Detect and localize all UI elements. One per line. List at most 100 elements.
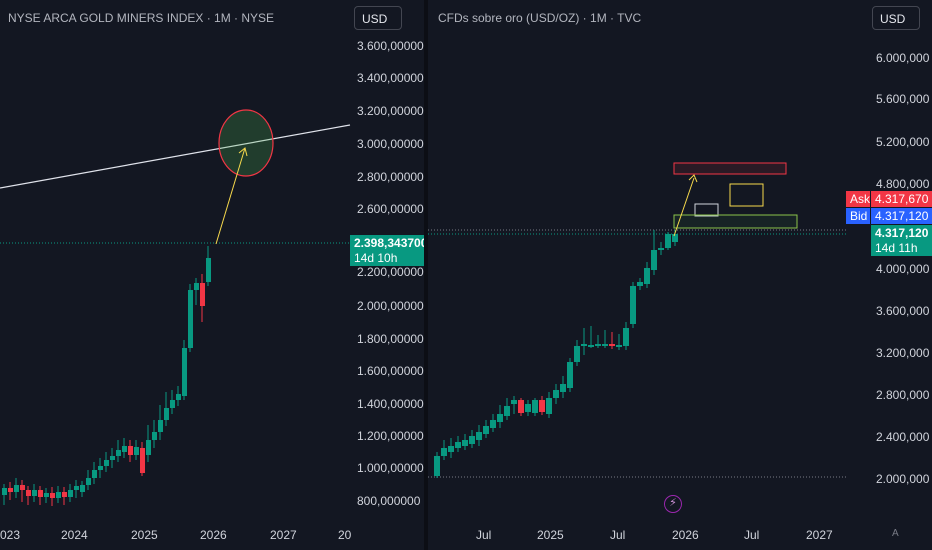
candle-body [483,426,489,434]
projection-arrow [215,147,246,245]
candle-body [560,384,566,392]
candle-body [194,283,199,290]
candle-body [651,250,657,270]
candle-body [110,456,115,460]
left-price-tick: 1.200,000000 [357,429,424,443]
candle-body [490,420,496,428]
candle-body [62,492,67,497]
right-time-tick: 2025 [537,528,564,542]
candle-body [14,485,19,492]
bid-price-tag: 4.317,120 [871,208,932,224]
candle-body [20,485,25,490]
left-chart-pane[interactable]: NYSE ARCA GOLD MINERS INDEX · 1M · NYSE … [0,0,424,550]
left-currency-button[interactable]: USD [354,6,402,30]
ask-label: Ask [846,191,870,207]
target-zone-red [673,162,787,175]
left-price-tick: 2.200,000000 [357,265,424,279]
right-currency-button[interactable]: USD [872,6,920,30]
candle-body [134,447,139,455]
zone-white [694,203,719,217]
candle-body [2,488,7,495]
candle-body [176,394,181,400]
right-price-tick: 2.400,000 [876,430,930,444]
right-price-tick: 2.800,000 [876,388,930,402]
candle-body [581,344,587,346]
left-price-tick: 3.000,000000 [357,137,424,151]
left-price-tick: 3.200,000000 [357,104,424,118]
candle-body [553,390,559,398]
left-chart-canvas[interactable] [0,0,424,550]
candle-body [68,490,73,497]
candle-body [567,362,573,388]
candle-body [616,345,622,347]
candle-body [434,456,440,476]
candle-body [86,478,91,485]
left-time-tick: 2026 [200,528,227,542]
candle-body [26,490,31,496]
right-price-tick: 3.200,000 [876,346,930,360]
candle-body [32,490,37,496]
left-price-tick: 2.000,000000 [357,299,424,313]
candle-body [455,442,461,448]
arrow-head [688,174,698,183]
candle-body [56,492,61,498]
left-last-price-tag: 2.398,343700 [350,235,424,251]
candle-body [644,268,650,284]
candle-body [92,470,97,478]
candle-body [532,400,538,413]
right-price-tick: 4.800,000 [876,177,930,191]
right-time-tick: Jul [610,528,626,542]
trend-line [0,124,351,189]
left-price-tick: 3.600,000000 [357,39,424,53]
left-chart-title: NYSE ARCA GOLD MINERS INDEX · 1M · NYSE [8,11,275,25]
candle-body [80,485,85,492]
zone-yellow [729,183,764,207]
right-price-tick: 5.600,000 [876,92,930,106]
tradingview-logo[interactable]: A [892,528,899,539]
candle-body [574,346,580,362]
candle-body [164,408,169,420]
candle-body [152,432,157,440]
right-price-tick: 2.000,000 [876,472,930,486]
right-price-tick: 4.000,000 [876,262,930,276]
candle-body [200,283,205,306]
candle-body [74,486,79,490]
candle-body [588,345,594,347]
left-price-tick: 1.000,000000 [357,461,424,475]
candle-body [158,420,163,432]
right-time-tick: 2026 [672,528,699,542]
left-countdown-tag: 14d 10h [350,250,424,266]
right-chart-pane[interactable]: CFDs sobre oro (USD/OZ) · 1M · TVC USD 6… [428,0,932,550]
left-price-tick: 1.600,000000 [357,364,424,378]
candle-body [469,436,475,444]
candle-body [8,488,13,492]
lightning-event-icon[interactable]: ⚡ [664,495,682,513]
candle-body [637,282,643,286]
candle-body [206,258,211,282]
candle-body [518,400,524,413]
candle-body [504,406,510,416]
zone-green [673,214,798,229]
candle-body [630,286,636,324]
right-price-tick: 5.200,000 [876,135,930,149]
candle-body [623,328,629,346]
right-chart-canvas[interactable] [428,0,932,550]
candle-body [146,440,151,455]
left-price-tick: 1.800,000000 [357,332,424,346]
pane-divider[interactable] [424,0,428,550]
bid-label: Bid [846,208,870,224]
candle-body [188,290,193,348]
candle-body [525,404,531,412]
right-last-price-tag: 4.317,120 [871,225,932,241]
left-time-tick: 2025 [131,528,158,542]
left-time-tick: 023 [0,528,21,542]
right-countdown-tag: 14d 11h [871,240,932,256]
candle-body [672,234,678,242]
candle-body [104,460,109,466]
candle-body [122,446,127,452]
right-time-tick: Jul [476,528,492,542]
candle-body [595,344,601,346]
ask-price-tag: 4.317,670 [871,191,932,207]
candle-body [658,248,664,250]
candle-body [602,344,608,346]
